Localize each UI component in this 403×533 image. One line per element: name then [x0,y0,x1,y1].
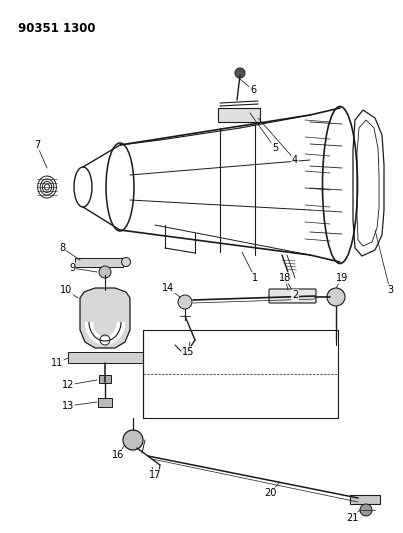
Text: 2: 2 [292,290,298,300]
Circle shape [99,266,111,278]
Text: 4: 4 [292,155,298,165]
Text: 18: 18 [279,273,291,283]
FancyBboxPatch shape [218,108,260,122]
Text: 1: 1 [252,273,258,283]
Text: 20: 20 [264,488,276,498]
Text: 10: 10 [60,285,72,295]
Text: 19: 19 [336,273,348,283]
Text: 8: 8 [59,243,65,253]
Polygon shape [80,288,130,348]
Text: 7: 7 [34,140,40,150]
Circle shape [178,295,192,309]
Text: 90351 1300: 90351 1300 [18,22,96,35]
Circle shape [123,430,143,450]
Text: 14: 14 [162,283,174,293]
FancyBboxPatch shape [99,375,111,383]
FancyBboxPatch shape [350,495,380,504]
Text: 12: 12 [62,380,74,390]
Circle shape [235,68,245,78]
Text: 16: 16 [112,450,124,460]
FancyBboxPatch shape [75,258,123,267]
Text: 3: 3 [387,285,393,295]
Text: 13: 13 [62,401,74,411]
Text: 11: 11 [51,358,63,368]
Text: 5: 5 [272,143,278,153]
Circle shape [327,288,345,306]
Text: 9: 9 [69,263,75,273]
Text: 21: 21 [346,513,358,523]
FancyBboxPatch shape [68,352,143,363]
Circle shape [360,504,372,516]
Ellipse shape [121,257,131,266]
FancyBboxPatch shape [98,398,112,407]
FancyBboxPatch shape [269,289,316,303]
Text: 6: 6 [250,85,256,95]
Text: 17: 17 [149,470,161,480]
Text: 15: 15 [182,347,194,357]
